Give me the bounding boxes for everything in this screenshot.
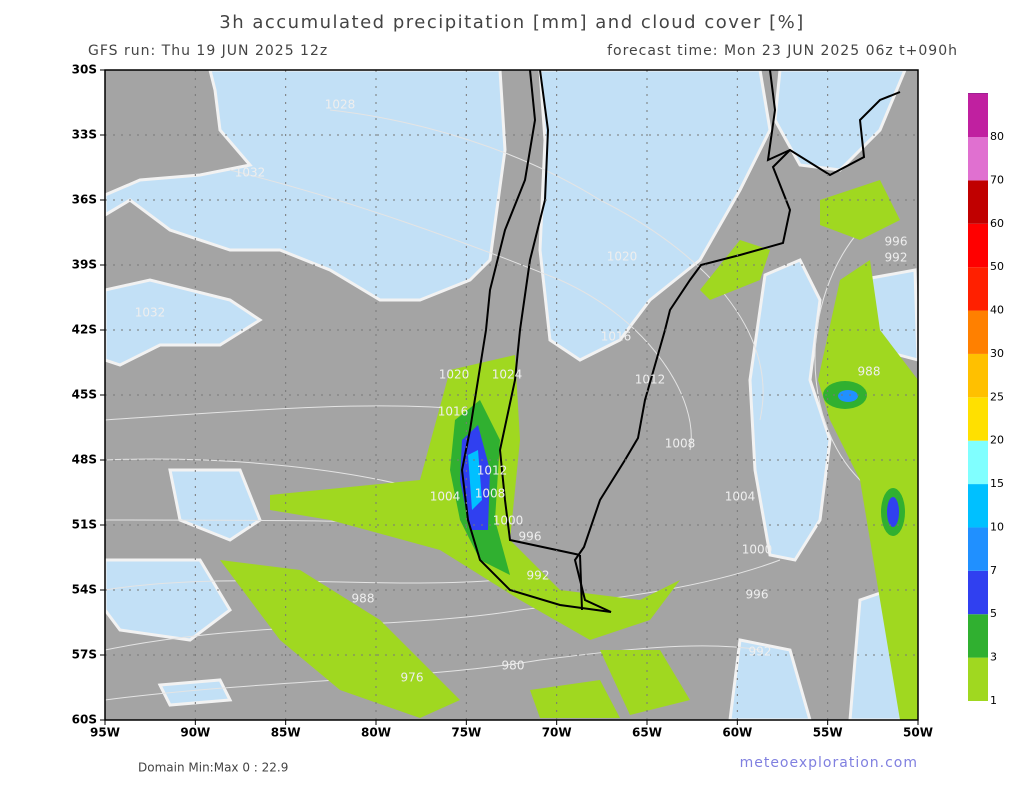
legend-label: 5 [990, 607, 997, 620]
lat-label: 54S [72, 583, 97, 597]
legend-label: 25 [990, 390, 1004, 403]
legend-swatch [968, 310, 988, 354]
lon-label: 90W [180, 726, 210, 740]
legend-swatch [968, 484, 988, 528]
legend-swatch [968, 614, 988, 658]
isobar-labels: 1028 1032 1032 1020 1016 1012 1008 1004 1000 996 9… [135, 98, 908, 685]
coastline [460, 70, 901, 613]
lat-label: 30S [72, 63, 97, 77]
legend-label: 60 [990, 217, 1004, 230]
legend-swatch [968, 223, 988, 268]
isobar-label: 1012 [477, 464, 508, 478]
title: 3h accumulated precipitation [mm] and cl… [219, 12, 804, 33]
legend-swatch [968, 353, 988, 398]
legend-swatch [968, 93, 988, 94]
lon-label: 75W [451, 726, 481, 740]
lat-label: 60S [72, 713, 97, 727]
legend-label: 20 [990, 434, 1004, 447]
lon-label: 55W [813, 726, 843, 740]
lat-label: 57S [72, 648, 97, 662]
isobar-label: 976 [401, 671, 424, 685]
isobar-label: 1032 [235, 166, 266, 180]
legend-label: 15 [990, 477, 1004, 490]
legend-label: 30 [990, 347, 1004, 360]
lat-label: 51S [72, 518, 97, 532]
isobar-label: 1016 [601, 330, 632, 344]
isobar-label: 980 [502, 659, 525, 673]
isobar-label: 1020 [439, 368, 470, 382]
isobar-label: 1004 [725, 490, 756, 504]
isobar-label: 1032 [135, 306, 166, 320]
legend-swatch [968, 570, 988, 615]
legend-label: 10 [990, 520, 1004, 533]
isobar-label: 992 [885, 251, 908, 265]
isobar-label: 992 [527, 569, 550, 583]
lon-label: 80W [361, 726, 391, 740]
lat-label: 45S [72, 388, 97, 402]
lat-label: 39S [72, 258, 97, 272]
run-label: GFS run: Thu 19 JUN 2025 12z [88, 43, 328, 59]
isobar-label: 1012 [635, 373, 666, 387]
legend-label: 80 [990, 130, 1004, 143]
legend-label: 50 [990, 260, 1004, 273]
legend-swatch [968, 137, 988, 181]
lon-label: 65W [632, 726, 662, 740]
lat-label: 36S [72, 193, 97, 207]
domain-minmax: Domain Min:Max 0 : 22.9 [138, 761, 288, 775]
isobar-label: 1024 [492, 368, 523, 382]
isobar-label: 1028 [325, 98, 356, 112]
credit: meteoexploration.com [740, 755, 918, 771]
lat-label: 48S [72, 453, 97, 467]
legend-swatch [968, 440, 988, 485]
isobar-label: 996 [519, 530, 542, 544]
lon-label: 70W [542, 726, 572, 740]
precipitation [220, 180, 918, 720]
isobar-label: 996 [746, 588, 769, 602]
lon-label: 95W [90, 726, 120, 740]
isobar-label: 1004 [430, 490, 461, 504]
forecast-label: forecast time: Mon 23 JUN 2025 06z t+090… [607, 43, 958, 59]
legend-label: 7 [990, 564, 997, 577]
isobar-label: 996 [885, 235, 908, 249]
legend-label: 40 [990, 304, 1004, 317]
isobar-label: 988 [352, 592, 375, 606]
legend-swatch [968, 267, 988, 311]
legend-swatch [968, 657, 988, 701]
isobar-label: 1016 [438, 405, 469, 419]
legend: 1 3 5 7 10 15 20 25 30 40 50 60 70 80 [968, 93, 1004, 707]
legend-label: 70 [990, 173, 1004, 186]
isobar-label: 1008 [665, 437, 696, 451]
legend-label: 3 [990, 651, 997, 664]
isobar-label: 988 [858, 365, 881, 379]
map: 1028 1032 1032 1020 1016 1012 1008 1004 1000 996 9… [105, 70, 918, 720]
lon-label: 60W [722, 726, 752, 740]
legend-swatch [968, 397, 988, 441]
lat-label: 33S [72, 128, 97, 142]
lon-label: 50W [903, 726, 933, 740]
legend-swatch [968, 180, 988, 224]
legend-swatch [968, 93, 988, 137]
isobar-label: 992 [749, 645, 772, 659]
legend-label: 1 [990, 694, 997, 707]
legend-swatch [968, 527, 988, 571]
isobar-label: 1008 [475, 487, 506, 501]
isobar-label: 1020 [607, 250, 638, 264]
isobar-label: 1000 [742, 543, 773, 557]
lon-label: 85W [271, 726, 301, 740]
isobar-label: 1000 [493, 514, 524, 528]
clear-sky [105, 70, 918, 720]
lat-label: 42S [72, 323, 97, 337]
